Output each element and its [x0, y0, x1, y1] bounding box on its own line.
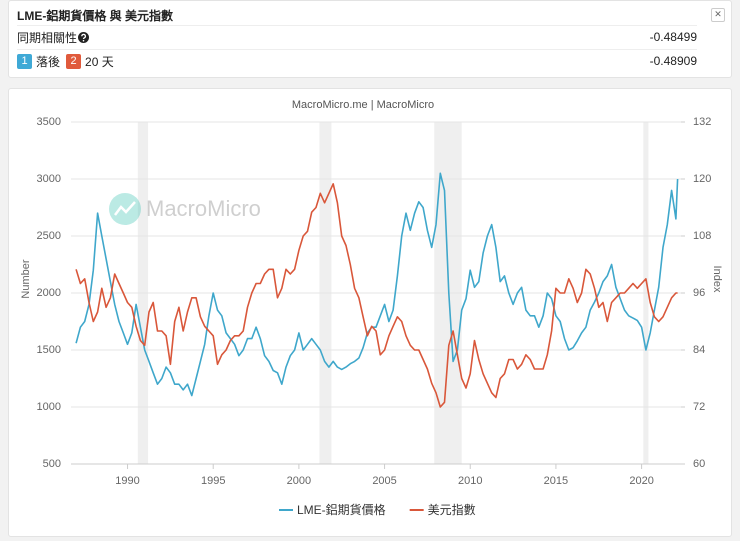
watermark-icon — [109, 193, 141, 225]
y2-tick-label: 108 — [693, 230, 711, 242]
y2-axis-label: Index — [711, 266, 723, 293]
lag-label: 落後 — [36, 54, 61, 69]
x-tick-label: 1995 — [201, 475, 225, 487]
row-value: -0.48499 — [649, 30, 697, 44]
y-tick-label: 500 — [43, 458, 61, 470]
lag-value: 20 天 — [85, 54, 114, 69]
lag-row: 1 落後 2 20 天 -0.48909 — [17, 49, 697, 72]
y-axis-label: Number — [20, 259, 32, 298]
legend-label: LME-鋁期貨價格 — [297, 502, 386, 517]
legend-item[interactable]: LME-鋁期貨價格 — [279, 502, 386, 517]
y2-tick-label: 72 — [693, 401, 705, 413]
chart-title: MacroMicro.me | MacroMicro — [292, 99, 434, 111]
row-label: 同期相關性 — [17, 30, 78, 45]
badge: 2 — [66, 53, 82, 69]
series-line — [75, 183, 678, 408]
y-tick-label: 1000 — [37, 401, 61, 413]
info-panel: LME-鋁期貨價格 與 美元指數 ✕ 同期相關性 -0.48499 1 落後 2… — [8, 0, 732, 78]
correlation-row: 同期相關性 -0.48499 — [17, 25, 697, 48]
y2-tick-label: 96 — [693, 287, 705, 299]
x-tick-label: 2020 — [629, 475, 653, 487]
x-tick-label: 2015 — [544, 475, 568, 487]
chart-panel: MacroMicro.me | MacroMicro MacroMicro Nu… — [8, 88, 732, 537]
watermark-icon — [114, 201, 136, 216]
y-tick-label: 3500 — [37, 116, 61, 128]
panel-title: LME-鋁期貨價格 與 美元指數 — [17, 9, 173, 23]
chart: MacroMicro.me | MacroMicro MacroMicro Nu… — [20, 99, 723, 517]
y2-tick-label: 132 — [693, 116, 711, 128]
y2-tick-label: 60 — [693, 458, 705, 470]
y-tick-label: 2000 — [37, 287, 61, 299]
watermark: MacroMicro — [109, 193, 261, 225]
close-button[interactable]: ✕ — [711, 8, 725, 22]
x-tick-label: 1990 — [115, 475, 139, 487]
row-value: -0.48909 — [649, 54, 697, 68]
series-line — [75, 172, 679, 397]
y-tick-label: 2500 — [37, 230, 61, 242]
x-tick-label: 2005 — [372, 475, 396, 487]
watermark-text: MacroMicro — [146, 196, 261, 221]
badge: 1 — [17, 53, 32, 69]
y2-tick-label: 84 — [693, 344, 705, 356]
x-tick-label: 2000 — [287, 475, 311, 487]
x-tick-label: 2010 — [458, 475, 482, 487]
y-tick-label: 1500 — [37, 344, 61, 356]
help-icon[interactable] — [78, 31, 90, 43]
y2-tick-label: 120 — [693, 173, 711, 185]
y-tick-label: 3000 — [37, 173, 61, 185]
legend-label: 美元指數 — [428, 502, 476, 517]
legend-item[interactable]: 美元指數 — [409, 502, 476, 517]
